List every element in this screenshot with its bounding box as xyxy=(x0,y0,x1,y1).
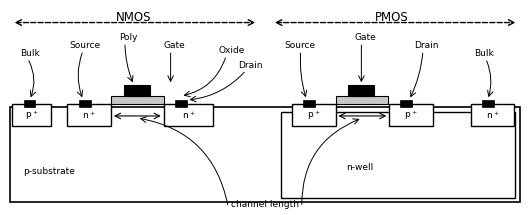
Text: channel length: channel length xyxy=(231,200,299,209)
Text: Drain: Drain xyxy=(414,41,438,50)
Bar xyxy=(389,104,433,126)
Text: n$^+$: n$^+$ xyxy=(182,109,196,121)
Bar xyxy=(335,96,388,104)
Text: Source: Source xyxy=(285,41,316,50)
Text: Poly: Poly xyxy=(119,33,137,42)
Text: n-well: n-well xyxy=(346,163,373,172)
Text: PMOS: PMOS xyxy=(375,11,409,24)
Text: p-substrate: p-substrate xyxy=(23,167,75,176)
Text: p$^+$: p$^+$ xyxy=(404,108,418,122)
Text: n$^+$: n$^+$ xyxy=(82,109,96,121)
Bar xyxy=(400,100,412,107)
Bar xyxy=(471,104,515,126)
Bar xyxy=(174,100,187,107)
Bar xyxy=(67,104,111,126)
Text: Bulk: Bulk xyxy=(474,49,493,58)
Bar xyxy=(23,100,36,107)
Text: Drain: Drain xyxy=(238,61,263,70)
Text: Oxide: Oxide xyxy=(218,46,245,55)
Bar xyxy=(303,100,315,107)
Bar xyxy=(292,104,335,126)
Bar xyxy=(482,100,493,107)
Bar xyxy=(111,96,164,104)
Text: NMOS: NMOS xyxy=(116,11,152,24)
Text: n$^+$: n$^+$ xyxy=(485,109,499,121)
Bar xyxy=(124,85,150,96)
Text: Source: Source xyxy=(69,41,100,50)
Bar xyxy=(281,112,515,198)
Text: p$^+$: p$^+$ xyxy=(25,108,38,122)
Text: Gate: Gate xyxy=(355,33,376,42)
Bar xyxy=(164,104,214,126)
Text: Bulk: Bulk xyxy=(21,49,40,58)
Text: Gate: Gate xyxy=(164,41,186,50)
Bar xyxy=(348,85,374,96)
Text: p$^+$: p$^+$ xyxy=(307,108,321,122)
Bar xyxy=(10,107,520,202)
Bar xyxy=(12,104,51,126)
Bar xyxy=(79,100,91,107)
